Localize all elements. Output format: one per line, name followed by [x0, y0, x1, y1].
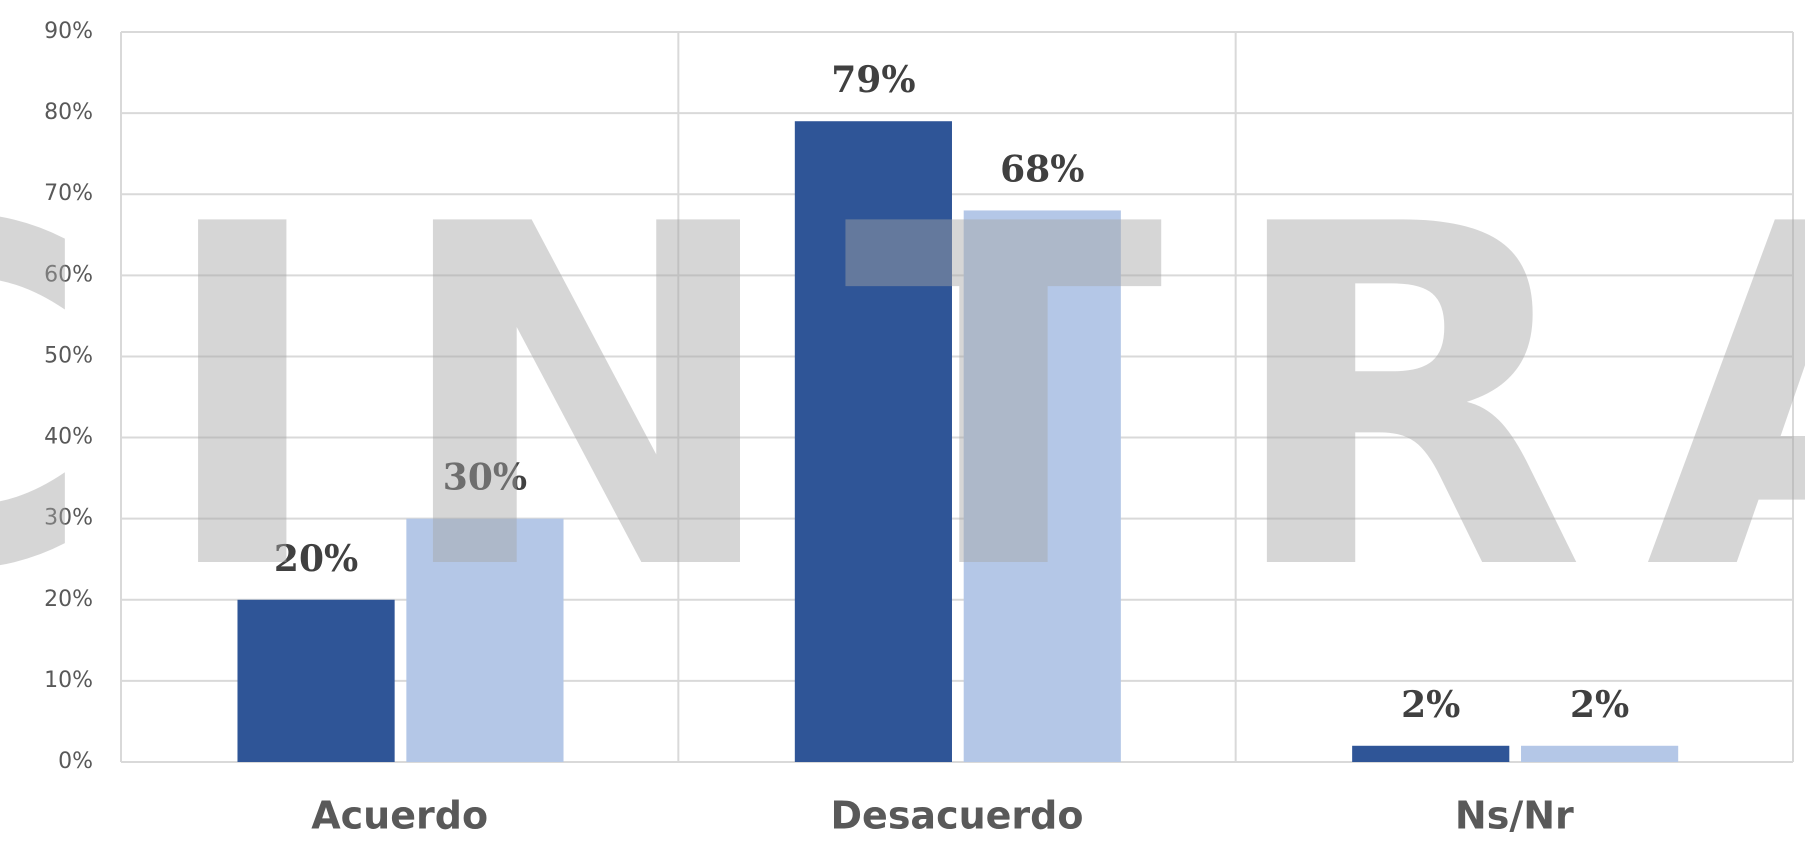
y-tick-label: 0% [58, 749, 93, 774]
value-label: 20% [274, 538, 358, 580]
value-label: 79% [831, 59, 915, 101]
x-tick-label: Desacuerdo [831, 794, 1084, 838]
y-tick-label: 70% [44, 181, 93, 206]
bar [794, 121, 952, 762]
value-label: 2% [1570, 684, 1629, 726]
y-tick-label: 40% [44, 425, 93, 450]
y-tick-label: 10% [44, 668, 93, 693]
y-tick-label: 60% [44, 262, 93, 287]
bar [963, 210, 1121, 762]
value-label: 68% [1000, 148, 1084, 190]
watermark: CINTRA [0, 126, 1805, 673]
bar [406, 518, 564, 762]
x-tick-label: Acuerdo [311, 794, 488, 838]
value-label: 2% [1401, 684, 1460, 726]
bar [1352, 745, 1510, 762]
bar [237, 599, 395, 762]
y-tick-label: 90% [44, 19, 93, 44]
x-tick-label: Ns/Nr [1455, 794, 1574, 838]
y-tick-label: 50% [44, 343, 93, 368]
y-tick-label: 80% [44, 100, 93, 125]
value-label: 30% [443, 457, 527, 499]
y-tick-label: 30% [44, 506, 93, 531]
y-tick-label: 20% [44, 587, 93, 612]
bar [1521, 745, 1679, 762]
